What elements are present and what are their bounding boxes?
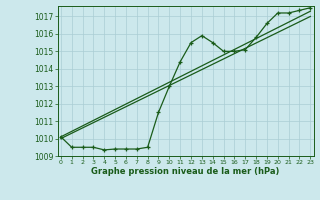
X-axis label: Graphe pression niveau de la mer (hPa): Graphe pression niveau de la mer (hPa) <box>92 167 280 176</box>
